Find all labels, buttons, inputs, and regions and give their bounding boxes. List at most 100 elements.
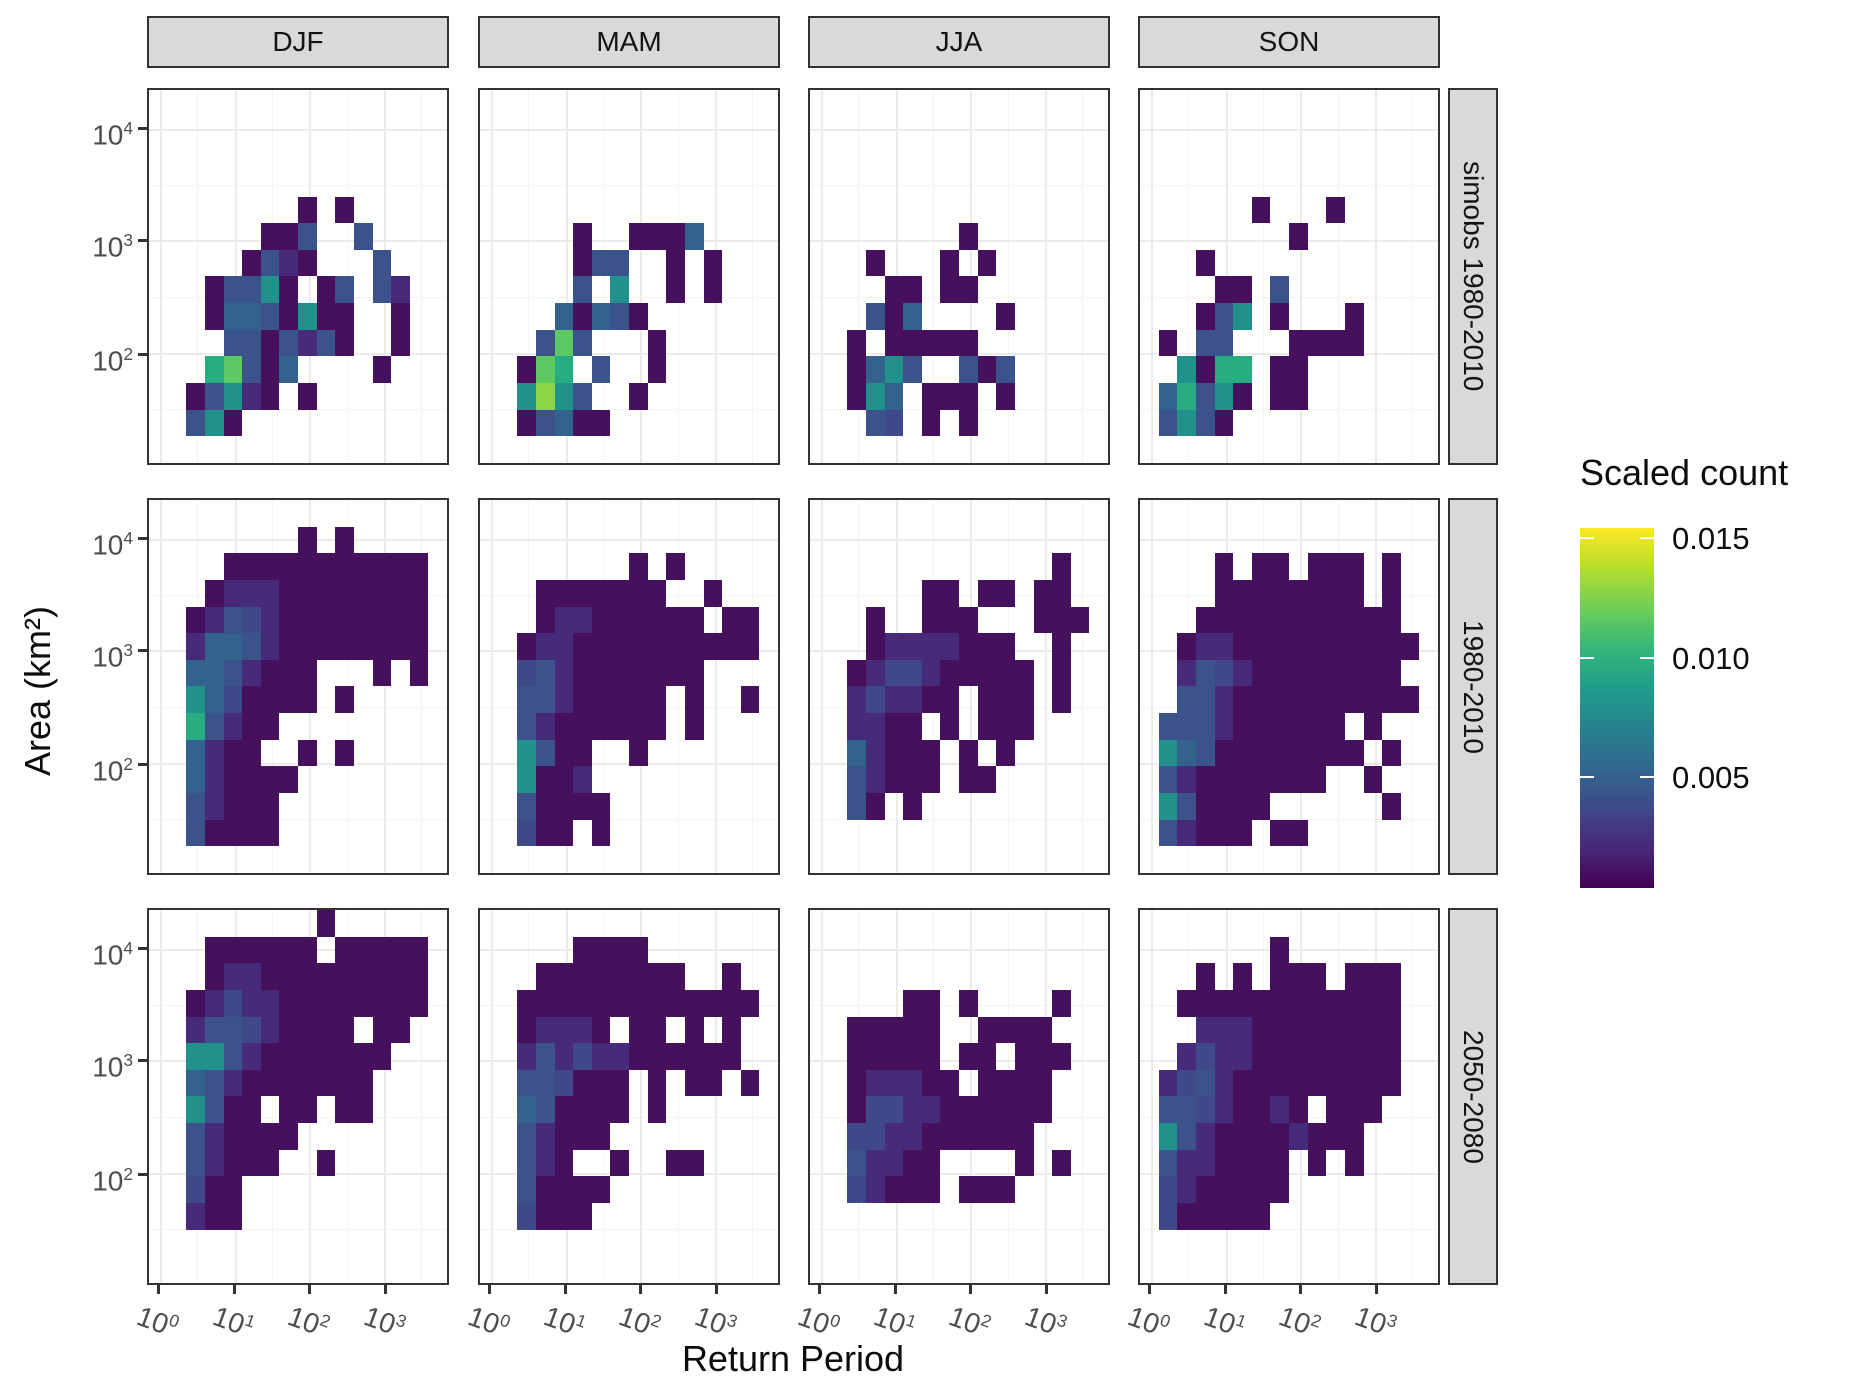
heatmap-tile (1233, 659, 1252, 687)
heatmap-tile (298, 1069, 317, 1097)
heatmap-tile (884, 329, 904, 357)
heatmap-tile (647, 633, 667, 660)
gridline-major (309, 90, 312, 463)
heatmap-tile (903, 739, 922, 767)
heatmap-tile (847, 713, 866, 740)
heatmap-tile (684, 1069, 704, 1097)
heatmap-tile (1233, 303, 1252, 330)
heatmap-tile (535, 713, 555, 740)
heatmap-tile (391, 936, 410, 964)
heatmap-tile (517, 793, 536, 820)
heatmap-tile (1177, 1203, 1196, 1230)
panel-MAM-simobs-1980-2010 (478, 88, 780, 465)
heatmap-tile (591, 686, 611, 714)
gridline-minor (272, 910, 274, 1283)
heatmap-tile (1344, 329, 1364, 357)
heatmap-tile (903, 356, 922, 384)
heatmap-tile (1326, 1043, 1345, 1070)
x-tick-mark (488, 1285, 492, 1294)
heatmap-tile (335, 989, 354, 1017)
heatmap-tile (535, 766, 555, 794)
heatmap-tile (554, 409, 574, 437)
gridline-minor (1140, 1228, 1438, 1230)
heatmap-tile (865, 356, 885, 384)
heatmap-tile (372, 356, 392, 384)
heatmap-tile (1214, 819, 1234, 847)
heatmap-tile (1214, 356, 1234, 384)
heatmap-tile (996, 303, 1015, 330)
heatmap-tile (865, 1149, 885, 1177)
heatmap-tile (1270, 1149, 1289, 1177)
heatmap-tile (921, 409, 941, 437)
heatmap-tile (298, 1043, 317, 1070)
heatmap-tile (335, 606, 354, 634)
heatmap-tile (977, 713, 997, 740)
heatmap-tile (223, 1096, 243, 1124)
heatmap-tile (223, 633, 243, 660)
heatmap-tile (903, 713, 922, 740)
x-tick-mark (384, 1285, 388, 1294)
gridline-minor (1188, 90, 1190, 463)
heatmap-tile (1195, 1176, 1215, 1204)
heatmap-tile (1363, 1096, 1383, 1124)
gridline-minor (149, 818, 447, 820)
gridline-minor (149, 184, 447, 186)
heatmap-tile (1251, 579, 1271, 607)
heatmap-tile (591, 713, 611, 740)
heatmap-tile (316, 910, 336, 937)
heatmap-tile (1014, 659, 1034, 687)
heatmap-tile (186, 1203, 205, 1230)
heatmap-tile (573, 713, 592, 740)
heatmap-tile (865, 1096, 885, 1124)
heatmap-tile (1289, 606, 1308, 634)
heatmap-tile (186, 1149, 205, 1177)
heatmap-tile (1344, 1043, 1364, 1070)
heatmap-tile (1214, 329, 1234, 357)
heatmap-tile (335, 686, 354, 714)
heatmap-tile (573, 659, 592, 687)
heatmap-tile (391, 989, 410, 1017)
x-tick-mark (893, 1285, 897, 1294)
heatmap-tile (573, 383, 592, 410)
heatmap-tile (1177, 356, 1196, 384)
gridline-major (1140, 129, 1438, 132)
heatmap-tile (847, 329, 866, 357)
gridline-minor (197, 90, 199, 463)
heatmap-tile (204, 659, 224, 687)
heatmap-tile (591, 633, 611, 660)
heatmap-tile (1177, 1069, 1196, 1097)
heatmap-tile (279, 303, 298, 330)
heatmap-tile (573, 766, 592, 794)
heatmap-tile (847, 1016, 866, 1044)
heatmap-tile (1033, 1043, 1053, 1070)
heatmap-tile (260, 686, 280, 714)
heatmap-tile (517, 356, 536, 384)
heatmap-tile (353, 989, 373, 1017)
heatmap-tile (204, 633, 224, 660)
heatmap-tile (204, 1016, 224, 1044)
heatmap-tile (1363, 963, 1383, 990)
heatmap-tile (223, 606, 243, 634)
heatmap-tile (1177, 989, 1196, 1017)
heatmap-tile (865, 249, 885, 277)
heatmap-tile (260, 303, 280, 330)
heatmap-tile (1195, 686, 1215, 714)
heatmap-tile (1382, 1069, 1401, 1097)
heatmap-tile (1214, 1069, 1234, 1097)
heatmap-tile (1158, 1203, 1178, 1230)
heatmap-tile (1195, 356, 1215, 384)
heatmap-tile (940, 329, 959, 357)
heatmap-tile (316, 329, 336, 357)
heatmap-tile (1270, 1123, 1289, 1150)
heatmap-tile (279, 659, 298, 687)
heatmap-tile (535, 633, 555, 660)
heatmap-tile (554, 1069, 574, 1097)
heatmap-tile (940, 1123, 959, 1150)
heatmap-tile (647, 606, 667, 634)
x-tick-mark (308, 1285, 312, 1294)
heatmap-tile (1344, 633, 1364, 660)
heatmap-tile (591, 606, 611, 634)
heatmap-tile (1233, 793, 1252, 820)
heatmap-tile (260, 249, 280, 277)
y-tick-mark (138, 536, 147, 540)
